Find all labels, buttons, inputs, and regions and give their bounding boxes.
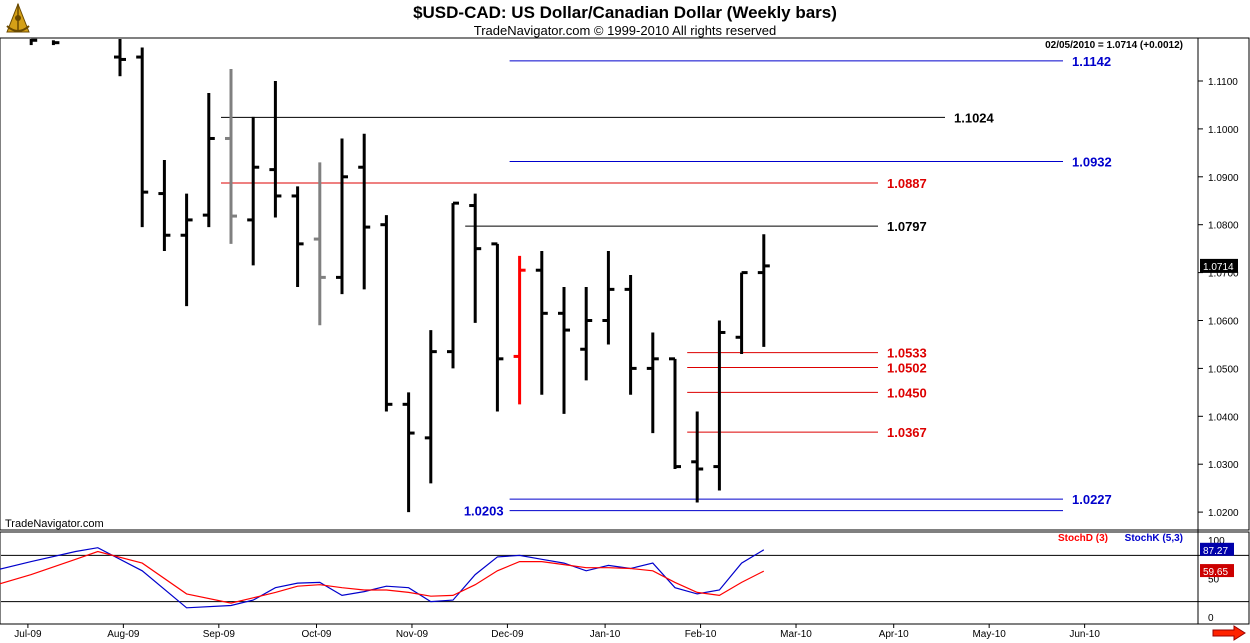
last-bar-readout: 02/05/2010 = 1.0714 (+0.0012) [1045, 40, 1183, 51]
x-tick-label: Aug-09 [107, 629, 140, 640]
stochd-value-box [1200, 564, 1234, 578]
y-tick-label: 1.0600 [1208, 317, 1239, 328]
x-tick-label: Oct-09 [301, 629, 331, 640]
legend-stochd: StochD (3) [1058, 533, 1108, 544]
level-label: 1.0450 [887, 385, 927, 400]
level-label: 1.0227 [1072, 492, 1112, 507]
y-tick-label: 1.1100 [1208, 77, 1238, 88]
x-tick-label: Mar-10 [780, 629, 812, 640]
last-price-box [1200, 258, 1238, 273]
chart-title: $USD-CAD: US Dollar/Canadian Dollar (Wee… [413, 3, 837, 22]
y-tick-label: 1.0300 [1208, 460, 1239, 471]
y-tick-label: 1.0700 [1208, 269, 1239, 280]
legend-stochk: StochK (5,3) [1125, 533, 1183, 544]
stoch-y-tick-label: 100 [1208, 536, 1225, 547]
y-tick-label: 1.0200 [1208, 508, 1239, 519]
stoch-panel-border [0, 531, 1250, 625]
stoch-y-tick-label: 0 [1208, 613, 1214, 624]
y-tick-label: 1.0900 [1208, 173, 1239, 184]
stochd-line [0, 550, 765, 604]
last-price-label: 1.0714 [1203, 262, 1234, 273]
stochk-value-box [1200, 542, 1234, 556]
stochd-value: 59.65 [1203, 567, 1228, 578]
x-tick-label: Jun-10 [1069, 629, 1100, 640]
navigator-sextant-logo [6, 2, 30, 33]
x-tick-label: Nov-09 [396, 629, 429, 640]
level-label: 1.0502 [887, 360, 927, 375]
x-tick-label: May-10 [972, 629, 1006, 640]
x-tick-label: Apr-10 [879, 629, 909, 640]
y-tick-label: 1.0400 [1208, 412, 1239, 423]
level-label: 1.0367 [887, 425, 927, 440]
red-right-arrow-icon[interactable] [1212, 625, 1246, 641]
y-tick-label: 1.0500 [1208, 364, 1239, 375]
stochk-line [0, 547, 765, 609]
stochk-value: 87.27 [1203, 546, 1228, 557]
x-tick-label: Jul-09 [14, 629, 42, 640]
x-tick-label: Dec-09 [491, 629, 524, 640]
main-panel-border [0, 37, 1250, 531]
stoch-y-tick-label: 50 [1208, 575, 1220, 586]
x-tick-label: Feb-10 [685, 629, 717, 640]
level-label: 1.0533 [887, 346, 927, 361]
x-tick-label: Sep-09 [203, 629, 236, 640]
level-label: 1.0887 [887, 176, 927, 191]
level-label: 1.0932 [1072, 154, 1112, 169]
chart-subtitle: TradeNavigator.com © 1999-2010 All right… [473, 23, 777, 38]
y-tick-label: 1.1000 [1208, 125, 1239, 136]
watermark-text: TradeNavigator.com [5, 518, 104, 530]
x-tick-label: Jan-10 [590, 629, 621, 640]
level-label: 1.0797 [887, 219, 927, 234]
level-label: 1.1142 [1072, 54, 1111, 69]
y-tick-label: 1.0800 [1208, 221, 1239, 232]
level-label: 1.0203 [464, 504, 504, 519]
level-label: 1.1024 [954, 110, 995, 125]
